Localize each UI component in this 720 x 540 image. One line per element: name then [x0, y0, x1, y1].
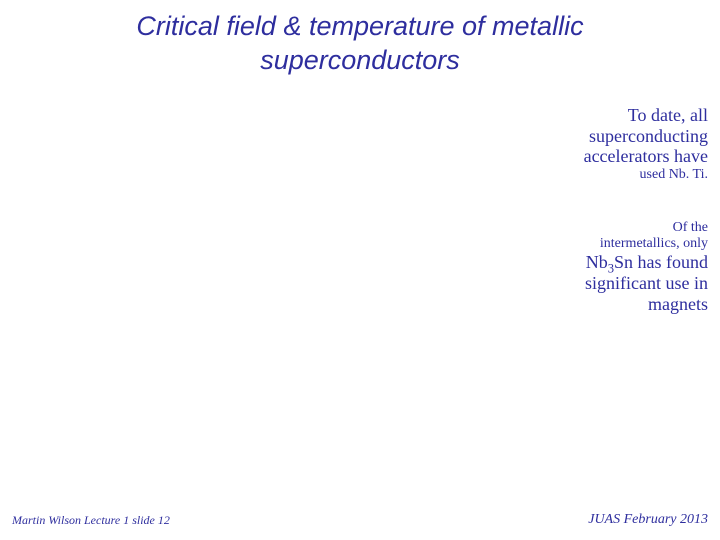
block2-l3a: Nb [586, 252, 608, 272]
footer-right: JUAS February 2013 [588, 512, 708, 528]
block1-line1: To date, all [548, 105, 708, 126]
block1-line3: accelerators have [548, 146, 708, 167]
block2-line1: Of the [538, 220, 708, 236]
block2-line5: magnets [538, 294, 708, 315]
slide-title: Critical field & temperature of metallic… [0, 10, 720, 78]
block2-l3b: Sn has found [614, 252, 708, 272]
text-block-1: To date, all superconducting accelerator… [548, 105, 708, 183]
text-block-2: Of the intermetallics, only Nb3Sn has fo… [538, 220, 708, 314]
block1-line4: used Nb. Ti. [548, 167, 708, 183]
footer-left: Martin Wilson Lecture 1 slide 12 [12, 513, 170, 528]
block2-line3: Nb3Sn has found [538, 252, 708, 273]
block1-line2: superconducting [548, 126, 708, 147]
block2-line4: significant use in [538, 273, 708, 294]
block2-line2: intermetallics, only [538, 236, 708, 252]
